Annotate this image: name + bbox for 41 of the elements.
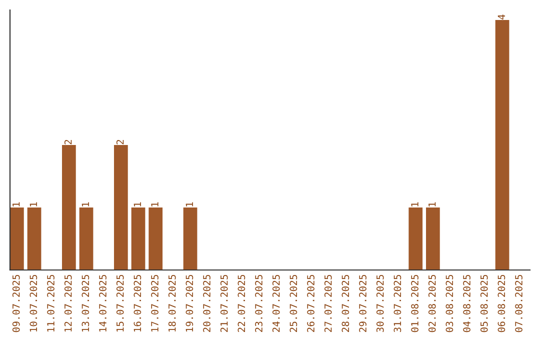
x-tick-label: 13.07.2025: [82, 274, 90, 332]
x-tick-label: 07.08.2025: [515, 274, 522, 332]
data-label: 1: [411, 202, 418, 206]
x-tick-label: 09.07.2025: [12, 274, 20, 332]
x-tick-label: 02.08.2025: [428, 274, 436, 332]
data-label: 1: [82, 202, 89, 206]
data-label: 4: [498, 14, 505, 20]
x-tick-label: 21.07.2025: [220, 274, 228, 332]
x-tick-label: 06.08.2025: [498, 274, 506, 332]
x-tick-label: 19.07.2025: [186, 274, 194, 332]
data-label: 1: [151, 202, 158, 206]
x-tick-label: 31.07.2025: [394, 274, 402, 332]
x-tick-label: 12.07.2025: [64, 274, 72, 332]
x-tick-label: 01.08.2025: [411, 274, 418, 332]
x-tick-label: 03.08.2025: [446, 274, 454, 332]
x-tick-label: 15.07.2025: [116, 274, 124, 332]
x-tick-label: 20.07.2025: [203, 274, 210, 332]
data-label: 1: [30, 202, 37, 206]
x-tick-label: 29.07.2025: [359, 274, 366, 332]
x-tick-label: 18.07.2025: [168, 274, 176, 332]
x-tick-label: 14.07.2025: [99, 274, 106, 332]
x-tick-label: 17.07.2025: [151, 274, 158, 332]
x-tick-label: 26.07.2025: [307, 274, 314, 332]
x-tick-label: 28.07.2025: [342, 274, 350, 332]
x-tick-label: 05.08.2025: [480, 274, 488, 332]
data-label: 2: [116, 140, 124, 144]
x-tick-label: 27.07.2025: [324, 274, 332, 332]
x-tick-label: 11.07.2025: [47, 274, 54, 332]
x-tick-label: 16.07.2025: [134, 274, 142, 332]
data-label: 1: [186, 202, 193, 206]
x-tick-label: 10.07.2025: [30, 274, 38, 332]
data-label: 1: [428, 202, 436, 206]
x-tick-label: 23.07.2025: [255, 274, 262, 332]
x-tick-label: 25.07.2025: [290, 274, 298, 332]
data-label: 1: [12, 202, 20, 206]
data-label: 1: [134, 202, 141, 206]
x-tick-label: 30.07.2025: [376, 274, 384, 332]
data-label: 2: [64, 140, 72, 144]
x-tick-label: 04.08.2025: [463, 274, 470, 332]
x-tick-label: 24.07.2025: [272, 274, 280, 332]
x-tick-label: 22.07.2025: [238, 274, 246, 332]
